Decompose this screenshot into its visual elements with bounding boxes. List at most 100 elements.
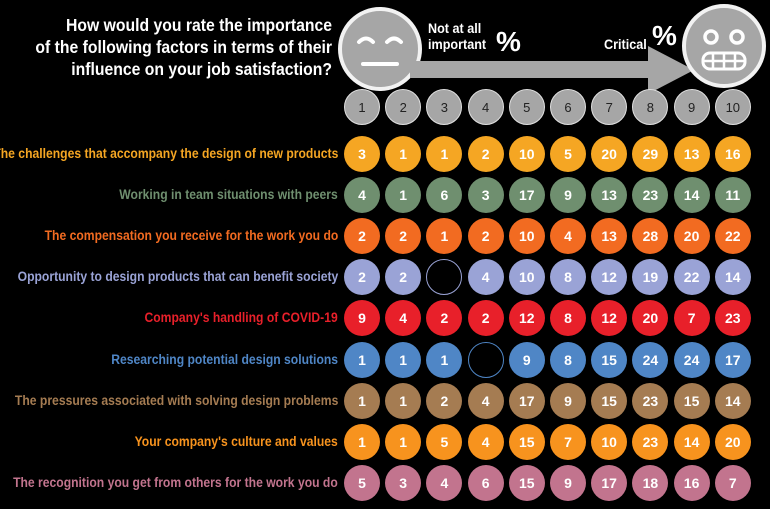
value-dot-r2-c10: 11 (714, 177, 751, 214)
value-dot-r1-c4: 2 (467, 136, 504, 172)
value-dot-r6-c10: 17 (714, 341, 751, 378)
value-dot-r2-c7: 13 (591, 177, 628, 214)
value-dot-r4-c10: 14 (714, 259, 751, 296)
high-pct-symbol: % (652, 20, 677, 51)
value-dot-r6-c6: 8 (550, 341, 586, 378)
row-label-4: Opportunity to design products that can … (17, 269, 338, 285)
title-line-1: How would you rate the importance (65, 15, 332, 35)
value-dot-r9-c10: 7 (714, 464, 751, 501)
value-dot-r3-c7: 13 (591, 218, 628, 255)
value-dot-r5-c9: 7 (673, 300, 710, 337)
value-dot-r9-c9: 16 (673, 464, 710, 501)
value-dot-r3-c4: 2 (467, 218, 504, 255)
neutral-face-icon (338, 7, 422, 91)
value-dot-r3-c1: 2 (344, 218, 380, 255)
row-label-3: The compensation you receive for the wor… (44, 228, 338, 244)
value-dot-r5-c10: 23 (714, 300, 751, 337)
value-dot-r8-c4: 4 (467, 423, 504, 460)
value-dot-r5-c7: 12 (591, 300, 628, 337)
value-dot-r9-c4: 6 (467, 464, 504, 501)
column-header-3: 3 (426, 89, 463, 125)
value-dot-r9-c7: 17 (591, 464, 628, 501)
high-label: Critical (604, 36, 647, 52)
low-label-line-2: important (428, 36, 487, 52)
value-dot-r8-c5: 15 (508, 423, 545, 460)
chart-title: How would you rate the importance of the… (33, 14, 332, 80)
value-dot-r1-c10: 16 (714, 136, 751, 172)
value-dot-r8-c8: 23 (632, 423, 669, 460)
row-label-8: Your company's culture and values (134, 433, 338, 449)
column-header-10: 10 (714, 89, 751, 125)
column-header-6: 6 (550, 89, 586, 125)
column-header-9: 9 (673, 89, 710, 125)
value-dot-r4-c7: 12 (591, 259, 628, 296)
value-dot-r9-c5: 15 (508, 464, 545, 501)
value-dot-r3-c5: 10 (508, 218, 545, 255)
value-dot-r2-c5: 17 (508, 177, 545, 214)
value-dot-r9-c8: 18 (632, 464, 669, 501)
value-dot-r9-c3: 4 (426, 464, 463, 501)
low-pct-symbol: % (496, 26, 521, 57)
value-dot-r3-c3: 1 (426, 218, 463, 255)
value-dot-r6-c9: 24 (673, 341, 710, 378)
value-dot-r8-c9: 14 (673, 423, 710, 460)
value-dot-r3-c8: 28 (632, 218, 669, 255)
value-dot-r3-c9: 20 (673, 218, 710, 255)
value-dot-r2-c8: 23 (632, 177, 669, 214)
value-dot-r1-c6: 5 (550, 136, 586, 172)
value-dot-r7-c1: 1 (344, 382, 380, 419)
value-dot-r6-c2: 1 (385, 341, 422, 378)
row-label-9: The recognition you get from others for … (13, 474, 338, 490)
row-label-1: The challenges that accompany the design… (0, 146, 338, 161)
row-label-6: Researching potential design solutions (111, 351, 338, 367)
column-header-1: 1 (344, 89, 380, 125)
value-dot-r8-c7: 10 (591, 423, 628, 460)
scale-arrow-icon (410, 46, 694, 94)
value-dot-r7-c3: 2 (426, 382, 463, 419)
value-dot-r9-c1: 5 (344, 464, 380, 501)
column-header-2: 2 (385, 89, 422, 125)
value-dot-r7-c5: 17 (508, 382, 545, 419)
value-dot-r6-c5: 9 (508, 341, 545, 378)
value-dot-r2-c9: 14 (673, 177, 710, 214)
value-dot-r4-c4: 4 (467, 259, 504, 296)
value-dot-r6-c8: 24 (632, 341, 669, 378)
low-label-line-1: Not at all (428, 20, 482, 36)
column-header-4: 4 (467, 89, 504, 125)
value-dot-r1-c2: 1 (385, 136, 422, 172)
value-dot-r7-c7: 15 (591, 382, 628, 419)
value-dot-r5-c3: 2 (426, 300, 463, 337)
low-label: Not at all important (428, 20, 486, 52)
value-dot-r5-c5: 12 (508, 300, 545, 337)
value-dot-r4-c5: 10 (508, 259, 545, 296)
value-dot-r2-c2: 1 (385, 177, 422, 214)
value-dot-r3-c2: 2 (385, 218, 422, 255)
value-dot-r1-c9: 13 (673, 136, 710, 172)
value-dot-r7-c6: 9 (550, 382, 586, 419)
value-dot-r5-c8: 20 (632, 300, 669, 337)
column-header-8: 8 (632, 89, 669, 125)
value-dot-r3-c6: 4 (550, 218, 586, 255)
value-dot-r5-c6: 8 (550, 300, 586, 337)
value-dot-r7-c10: 14 (714, 382, 751, 419)
value-dot-r5-c4: 2 (467, 300, 504, 337)
value-dot-r8-c6: 7 (550, 423, 586, 460)
value-dot-r4-c1: 2 (344, 259, 380, 296)
column-header-5: 5 (508, 89, 545, 125)
value-dot-r8-c2: 1 (385, 423, 422, 460)
value-dot-r4-c6: 8 (550, 259, 586, 296)
value-dot-r1-c1: 3 (344, 136, 380, 172)
value-dot-r6-c4 (467, 341, 504, 378)
value-dot-r5-c2: 4 (385, 300, 422, 337)
value-dot-r9-c2: 3 (385, 464, 422, 501)
value-dot-r2-c1: 4 (344, 177, 380, 214)
value-dot-r8-c3: 5 (426, 423, 463, 460)
value-dot-r4-c3 (426, 259, 463, 296)
grimace-face-icon (682, 4, 766, 88)
value-dot-r2-c6: 9 (550, 177, 586, 214)
value-dot-r2-c4: 3 (467, 177, 504, 214)
value-dot-r1-c7: 20 (591, 136, 628, 172)
value-dot-r1-c3: 1 (426, 136, 463, 172)
value-dot-r7-c8: 23 (632, 382, 669, 419)
title-line-2: of the following factors in terms of the… (35, 37, 333, 57)
